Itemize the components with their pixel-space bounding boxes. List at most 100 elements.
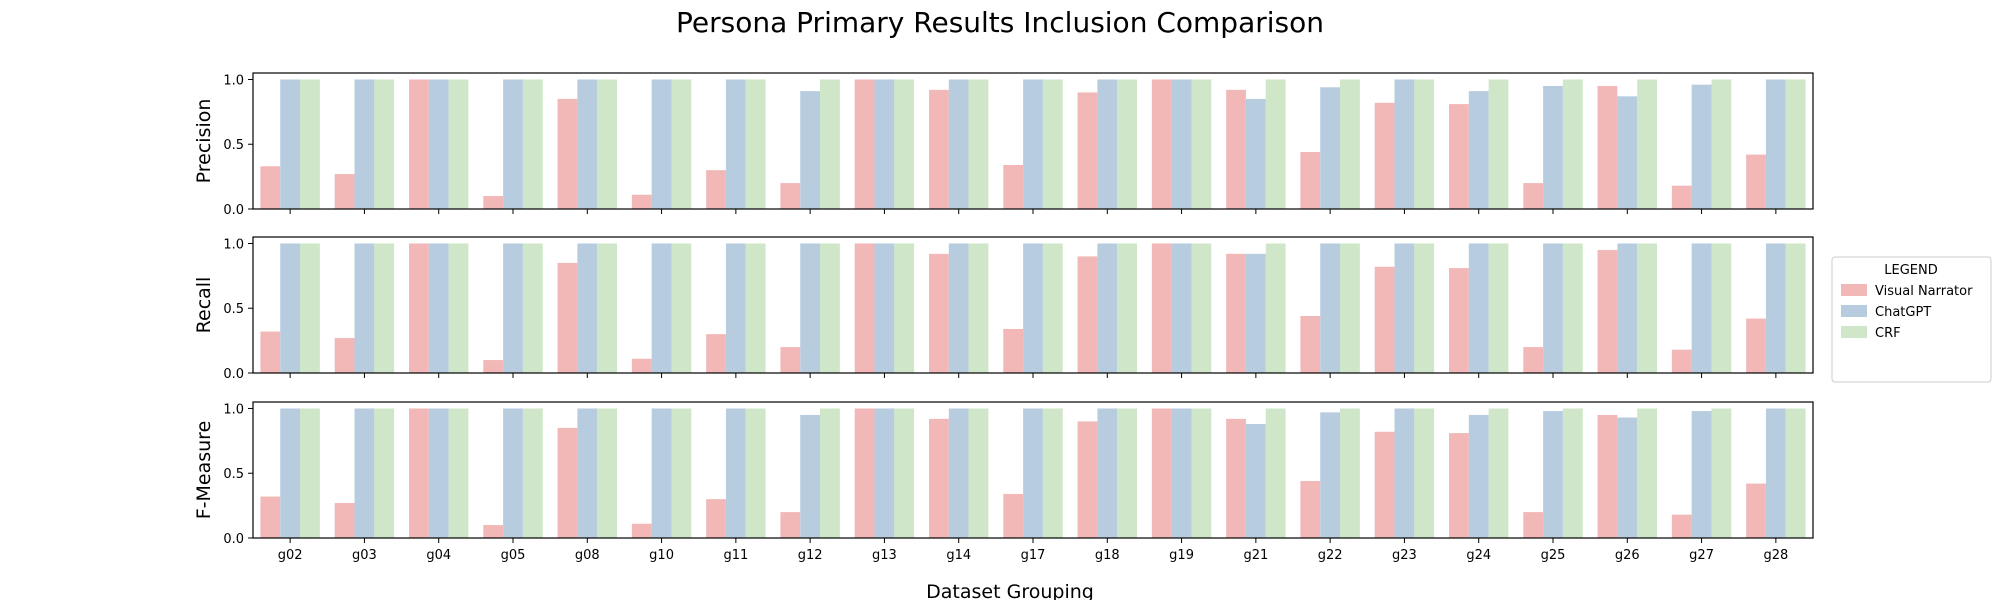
bar-recall-chatgpt-g28 — [1765, 243, 1786, 373]
bar-recall-chatgpt-g02 — [280, 243, 301, 373]
bar-f-measure-chatgpt-g27 — [1691, 411, 1712, 538]
bar-recall-crf-g23 — [1414, 243, 1435, 373]
bar-f-measure-crf-g21 — [1265, 408, 1286, 538]
bar-recall-visual-narrator-g24 — [1449, 268, 1469, 373]
x-tick-label: g23 — [1392, 548, 1417, 563]
y-tick-label: 0.0 — [223, 532, 244, 547]
bar-f-measure-visual-narrator-g18 — [1077, 421, 1098, 538]
bar-precision-crf-g14 — [968, 79, 989, 209]
bar-precision-chatgpt-g02 — [280, 79, 301, 209]
bar-f-measure-crf-g10 — [671, 408, 692, 538]
bar-precision-chatgpt-g18 — [1097, 79, 1118, 209]
y-tick-label: 0.5 — [223, 467, 244, 482]
legend-frame — [1831, 256, 1992, 383]
bar-precision-chatgpt-g23 — [1394, 79, 1415, 209]
y-tick-label: 0.5 — [223, 138, 244, 153]
bar-recall-visual-narrator-g28 — [1746, 318, 1766, 373]
bar-recall-visual-narrator-g12 — [780, 347, 801, 373]
bar-recall-chatgpt-g21 — [1245, 253, 1266, 373]
y-tick-label: 1.0 — [223, 237, 244, 252]
bar-precision-visual-narrator-g11 — [706, 170, 726, 209]
bar-recall-visual-narrator-g23 — [1374, 266, 1395, 373]
x-axis-label: Dataset Grouping — [926, 581, 1094, 600]
bar-recall-visual-narrator-g19 — [1151, 243, 1172, 373]
bar-recall-crf-g04 — [448, 243, 469, 373]
x-tick-label: g13 — [872, 548, 897, 563]
bar-f-measure-visual-narrator-g02 — [260, 496, 281, 538]
bar-precision-visual-narrator-g19 — [1151, 79, 1172, 209]
bar-f-measure-chatgpt-g19 — [1171, 408, 1192, 538]
bar-f-measure-crf-g04 — [448, 408, 469, 538]
y-tick-label: 1.0 — [223, 73, 244, 88]
bar-f-measure-chatgpt-g18 — [1097, 408, 1118, 538]
bar-recall-chatgpt-g17 — [1023, 243, 1043, 373]
bar-precision-chatgpt-g11 — [725, 79, 746, 209]
bar-f-measure-chatgpt-g12 — [800, 414, 821, 538]
bar-precision-crf-g25 — [1562, 79, 1583, 209]
bar-recall-chatgpt-g18 — [1097, 243, 1118, 373]
x-tick-label: g24 — [1466, 548, 1491, 563]
bar-f-measure-visual-narrator-g22 — [1300, 481, 1321, 538]
bar-recall-visual-narrator-g10 — [631, 358, 652, 373]
bar-precision-chatgpt-g13 — [874, 79, 895, 209]
bar-recall-chatgpt-g04 — [428, 243, 449, 373]
legend-label-visual-narrator: Visual Narrator — [1875, 284, 1973, 299]
bar-f-measure-crf-g05 — [522, 408, 543, 538]
bar-f-measure-chatgpt-g24 — [1468, 414, 1489, 538]
bar-precision-chatgpt-g25 — [1543, 85, 1563, 209]
bar-f-measure-visual-narrator-g19 — [1151, 408, 1172, 538]
bar-precision-chatgpt-g17 — [1023, 79, 1043, 209]
x-tick-label: g10 — [649, 548, 674, 563]
bar-recall-crf-g14 — [968, 243, 989, 373]
bar-f-measure-crf-g19 — [1191, 408, 1212, 538]
bar-precision-chatgpt-g24 — [1468, 91, 1489, 209]
bar-recall-chatgpt-g10 — [651, 243, 672, 373]
bar-precision-chatgpt-g21 — [1245, 98, 1266, 209]
bar-precision-visual-narrator-g14 — [929, 89, 949, 209]
bar-precision-crf-g21 — [1265, 79, 1286, 209]
bar-precision-chatgpt-g12 — [800, 91, 821, 209]
x-tick-label: g19 — [1169, 548, 1194, 563]
legend-label-crf: CRF — [1875, 326, 1901, 341]
panel-f-measure: 0.0 0.5 1.0 g02 g03 g04 g05 g08 g10 g11 g12 g13 g14 g… — [193, 401, 1814, 563]
bar-recall-chatgpt-g19 — [1171, 243, 1192, 373]
bar-f-measure-crf-g13 — [894, 408, 915, 538]
bar-f-measure-visual-narrator-g23 — [1374, 431, 1395, 538]
bar-recall-chatgpt-g03 — [354, 243, 375, 373]
bar-recall-visual-narrator-g04 — [409, 243, 429, 373]
x-tick-label: g11 — [723, 548, 748, 563]
bar-f-measure-crf-g18 — [1117, 408, 1137, 538]
bar-precision-crf-g24 — [1488, 79, 1509, 209]
bar-precision-crf-g26 — [1637, 79, 1657, 209]
bar-f-measure-chatgpt-g28 — [1765, 408, 1786, 538]
bar-precision-visual-narrator-g22 — [1300, 152, 1321, 209]
x-tick-label: g26 — [1615, 548, 1640, 563]
panel-recall: 0.0 0.5 1.0 Recall — [193, 236, 1814, 382]
bar-precision-visual-narrator-g23 — [1374, 102, 1395, 209]
bar-f-measure-crf-g28 — [1785, 408, 1806, 538]
bar-recall-chatgpt-g26 — [1617, 243, 1638, 373]
bar-f-measure-visual-narrator-g28 — [1746, 483, 1766, 538]
bar-precision-chatgpt-g08 — [577, 79, 598, 209]
bar-f-measure-visual-narrator-g05 — [483, 525, 504, 538]
bar-f-measure-chatgpt-g03 — [354, 408, 375, 538]
bar-precision-crf-g08 — [597, 79, 617, 209]
chart-panels: 0.0 0.5 1.0 Precision 0.0 0.5 1.0 Recall 0.0 0.5 1… — [193, 72, 1814, 563]
bar-recall-visual-narrator-g26 — [1597, 249, 1618, 373]
bar-f-measure-visual-narrator-g26 — [1597, 414, 1618, 538]
x-tick-label: g05 — [501, 548, 526, 563]
legend-swatch-visual-narrator — [1841, 284, 1867, 296]
x-tick-label: g03 — [352, 548, 377, 563]
bar-f-measure-crf-g08 — [597, 408, 617, 538]
y-tick-label: 1.0 — [223, 402, 244, 417]
bar-recall-chatgpt-g25 — [1543, 243, 1563, 373]
bar-recall-chatgpt-g22 — [1320, 243, 1341, 373]
bar-recall-crf-g11 — [745, 243, 766, 373]
bar-recall-crf-g18 — [1117, 243, 1137, 373]
bar-recall-crf-g21 — [1265, 243, 1286, 373]
bar-recall-visual-narrator-g17 — [1003, 328, 1024, 373]
bar-precision-visual-narrator-g18 — [1077, 92, 1098, 209]
bar-recall-visual-narrator-g11 — [706, 334, 726, 373]
bar-precision-visual-narrator-g17 — [1003, 164, 1024, 209]
